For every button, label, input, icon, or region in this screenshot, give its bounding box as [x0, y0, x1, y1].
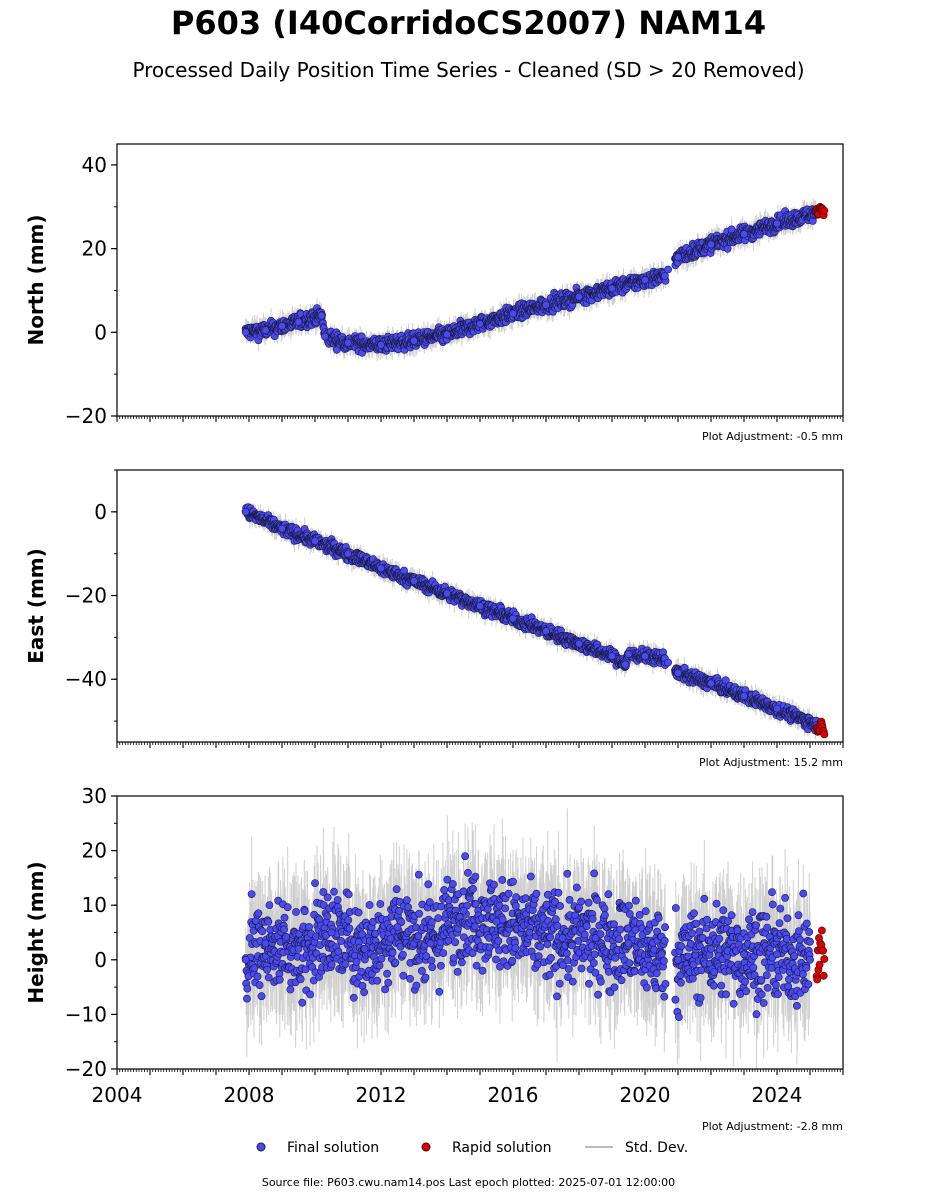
final-point	[443, 330, 451, 339]
rapid-point	[820, 206, 829, 215]
y-tick-label: 40	[82, 153, 107, 177]
plot-adjustment: Plot Adjustment: -0.5 mm	[702, 430, 843, 443]
final-point	[320, 332, 329, 341]
plot-area	[241, 502, 829, 740]
final-point	[410, 336, 418, 345]
y-tick-label: 20	[82, 237, 107, 261]
final-point	[773, 219, 781, 228]
final-point	[377, 340, 385, 349]
final-points	[241, 205, 821, 357]
final-point	[509, 309, 517, 318]
y-tick-label: 0	[94, 320, 107, 344]
final-point	[664, 265, 672, 274]
final-point	[278, 322, 286, 330]
final-point	[740, 230, 748, 238]
axes-frame	[116, 143, 844, 417]
final-point	[723, 244, 732, 253]
final-point	[317, 311, 326, 320]
panel-0: −20 0 20 40 North (mm) Plot Adjustment: -0.5 …	[24, 143, 844, 443]
final-point	[542, 301, 550, 309]
chart-subtitle: Processed Daily Position Time Series - C…	[132, 58, 805, 82]
final-point	[575, 292, 583, 301]
final-point	[660, 271, 669, 280]
final-point	[476, 319, 484, 328]
final-point	[344, 338, 352, 347]
final-point	[261, 326, 270, 335]
y-tick-label: −20	[65, 404, 107, 428]
final-point	[608, 284, 616, 293]
final-point	[707, 240, 715, 249]
y-axis-label: North (mm)	[24, 214, 48, 345]
final-point	[674, 253, 682, 261]
final-point	[294, 317, 303, 326]
chart-title: P603 (I40CorridoCS2007) NAM14	[170, 4, 767, 42]
final-point	[727, 225, 736, 234]
plot-area	[241, 198, 829, 362]
final-points	[241, 503, 821, 735]
final-point	[641, 276, 649, 284]
rapid-points	[812, 202, 829, 220]
final-point	[241, 328, 250, 337]
